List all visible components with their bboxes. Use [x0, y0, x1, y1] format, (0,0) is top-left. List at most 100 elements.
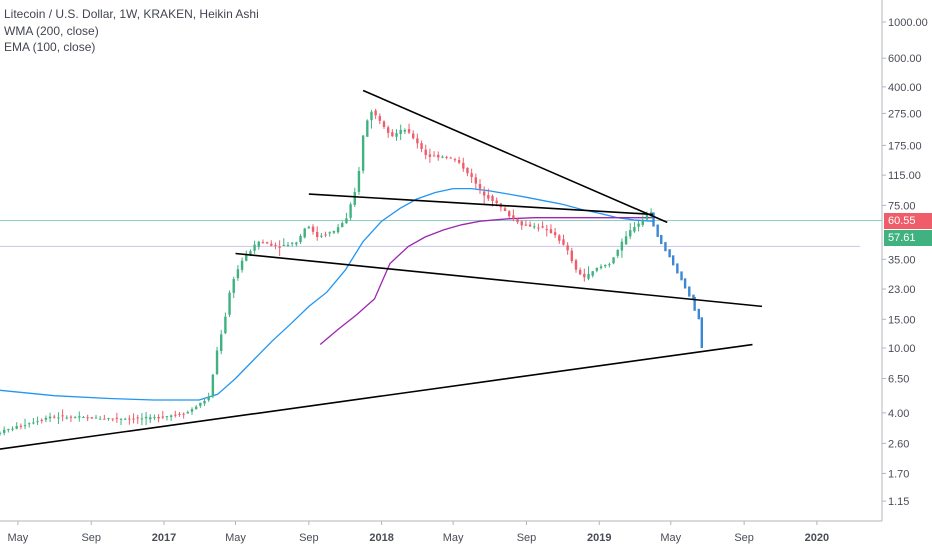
- candle-body: [303, 228, 306, 238]
- candle-body: [407, 129, 411, 133]
- candle-body: [595, 267, 599, 271]
- candle-body: [587, 273, 590, 279]
- candle-body: [558, 235, 561, 241]
- projection-candle: [668, 249, 671, 258]
- y-tick-label: 2.60: [888, 438, 909, 450]
- candle-body: [44, 417, 48, 420]
- candle-body: [94, 417, 98, 419]
- y-tick-label: 35.00: [888, 254, 916, 266]
- candle-body: [103, 418, 106, 420]
- candle-body: [386, 127, 390, 133]
- candle-body: [453, 159, 457, 161]
- projection-candle: [664, 242, 667, 252]
- trendlines[interactable]: [0, 89, 763, 450]
- candle-body: [128, 418, 131, 420]
- candle-body: [528, 224, 532, 227]
- candle-body: [86, 417, 89, 419]
- candle-body: [23, 425, 27, 427]
- candle-body: [503, 208, 507, 212]
- candle-body: [69, 416, 73, 418]
- candle-body: [290, 242, 294, 244]
- candle-body: [153, 417, 156, 419]
- candle-body: [382, 121, 386, 127]
- candle-body: [73, 417, 77, 419]
- candle-body: [570, 250, 574, 262]
- projection-candle: [660, 234, 663, 245]
- candle-body: [228, 292, 231, 315]
- candle-body: [424, 149, 427, 156]
- y-tick-label: 23.00: [888, 284, 916, 296]
- candle-body: [36, 421, 39, 423]
- candle-body: [65, 417, 68, 419]
- candle-body: [240, 260, 244, 270]
- x-tick-label: 2018: [369, 532, 393, 544]
- candle-body: [15, 426, 18, 429]
- candle-body: [487, 194, 490, 199]
- candle-body: [624, 236, 628, 245]
- projection-candle: [688, 286, 691, 297]
- candle-body: [637, 223, 640, 227]
- candle-body: [132, 418, 135, 420]
- candle-body: [399, 129, 402, 135]
- candle-body: [645, 213, 649, 220]
- candle-body: [649, 212, 653, 214]
- candle-body: [136, 417, 139, 419]
- candle-body: [28, 423, 31, 425]
- wma-legend[interactable]: WMA (200, close): [4, 23, 99, 38]
- candle-body: [211, 374, 215, 397]
- candle-body: [491, 195, 494, 202]
- candle-body: [90, 417, 94, 419]
- candle-body: [428, 154, 432, 157]
- candle-body: [541, 226, 544, 228]
- projection-candle: [656, 224, 659, 237]
- y-tick-label: 1.15: [888, 496, 909, 508]
- candle-body: [257, 241, 260, 247]
- projection-candle: [652, 212, 655, 227]
- candle-body: [474, 177, 478, 184]
- candle-body: [157, 416, 160, 419]
- candle-body: [566, 245, 569, 251]
- y-tick-label: 15.00: [888, 314, 916, 326]
- candle-body: [316, 231, 319, 238]
- candle-body: [111, 418, 114, 420]
- candle-body: [320, 235, 323, 237]
- y-tick-label: 6.50: [888, 373, 909, 385]
- candle-body: [445, 156, 448, 158]
- candle-body: [470, 173, 473, 177]
- trendline: [308, 193, 653, 216]
- x-tick-label: Sep: [299, 532, 319, 544]
- last-price-tag: 60.55: [884, 212, 932, 229]
- candle-body: [349, 204, 352, 218]
- candle-body: [324, 234, 327, 236]
- x-tick-label: Sep: [517, 532, 537, 544]
- candle-body: [278, 246, 281, 248]
- candle-body: [2, 429, 6, 433]
- candle-body: [583, 273, 586, 278]
- candle-body: [520, 221, 523, 226]
- candle-body: [215, 350, 219, 375]
- candle-body: [578, 269, 582, 275]
- candle-body: [32, 422, 35, 424]
- grid: [0, 0, 883, 522]
- time-axis[interactable]: May Sep 2017 May Sep 2018 May Sep 2019 May Sep 2020: [7, 521, 829, 544]
- price-axis[interactable]: 1000.00 600.00 400.00 275.00 175.00 115.00 75.…: [882, 17, 928, 508]
- candle-body: [186, 412, 190, 414]
- candle-body: [512, 215, 515, 219]
- x-tick-label: 2020: [805, 532, 829, 544]
- y-tick-label: 1000.00: [888, 17, 928, 29]
- candle-body: [57, 417, 60, 419]
- candle-body: [53, 416, 56, 418]
- candles: [0, 108, 703, 436]
- candle-body: [462, 162, 465, 169]
- ema-legend[interactable]: EMA (100, close): [4, 40, 96, 54]
- symbol-title[interactable]: Litecoin / U.S. Dollar, 1W, KRAKEN, Heik…: [4, 7, 259, 21]
- candle-body: [61, 415, 64, 417]
- candle-body: [274, 244, 277, 246]
- y-tick-label: 115.00: [888, 170, 921, 182]
- projection-candle: [693, 296, 696, 311]
- candle-body: [207, 396, 210, 401]
- candle-body: [332, 230, 336, 233]
- candle-body: [361, 135, 365, 171]
- candle-body: [48, 416, 52, 419]
